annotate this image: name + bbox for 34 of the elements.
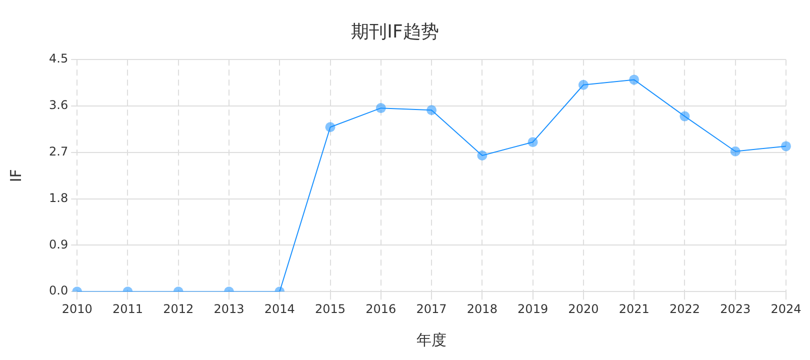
y-tick-label: 0.0 [48, 284, 68, 298]
point [528, 137, 538, 148]
point [629, 74, 640, 85]
y-tick-label: 4.5 [48, 52, 68, 66]
point [325, 122, 336, 132]
x-axis-title: 年度 [416, 330, 447, 349]
y-tick-label: 1.8 [48, 190, 68, 205]
y-tick-label: 0.9 [48, 237, 68, 252]
x-tick-label: 2015 [314, 302, 346, 316]
point [578, 80, 588, 90]
point [680, 111, 690, 122]
x-tick-label: 2017 [416, 302, 447, 316]
x-tick-label: 2023 [720, 302, 751, 316]
x-tick-label: 2019 [518, 302, 548, 316]
x-tick-label: 2020 [568, 302, 599, 316]
x-tick-label: 2021 [618, 302, 650, 316]
x-tick-label: 2014 [264, 302, 295, 316]
point [426, 105, 437, 116]
chart-title: 期刊IF趋势 [351, 21, 439, 42]
y-axis-title: IF [6, 169, 25, 182]
x-tick-label: 2022 [669, 302, 700, 316]
point [376, 103, 386, 114]
point [730, 146, 740, 156]
y-tick-label: 3.6 [48, 98, 68, 112]
point [781, 141, 791, 152]
x-tick-label: 2024 [770, 302, 802, 316]
point [477, 150, 488, 160]
x-tick-label: 2016 [366, 302, 396, 316]
x-tick-label: 2018 [466, 302, 498, 316]
x-tick-label: 2010 [62, 302, 92, 316]
x-tick-label: 2011 [112, 302, 143, 316]
x-tick-label: 2013 [214, 302, 244, 316]
x-tick-label: 2012 [163, 302, 194, 316]
y-tick-label: 2.7 [48, 144, 68, 159]
